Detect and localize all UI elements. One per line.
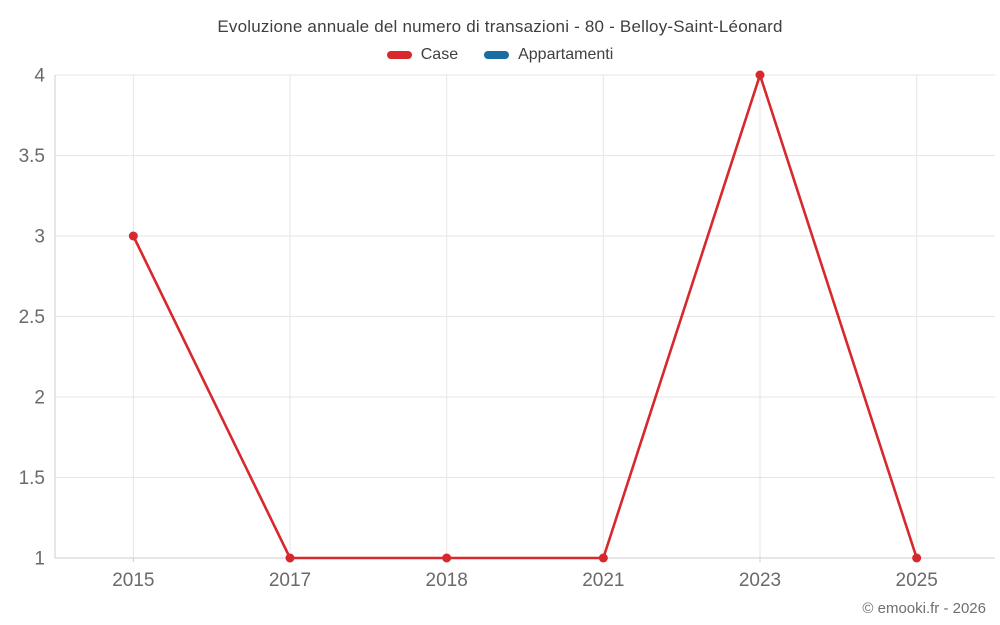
x-tick-label: 2018 [426,570,468,591]
legend-marker-appartamenti-icon [484,51,510,59]
x-tick-label: 2025 [896,570,938,591]
legend: Case Appartamenti [0,46,1000,64]
legend-item-appartamenti[interactable]: Appartamenti [484,46,613,64]
legend-marker-case-icon [386,51,412,59]
x-tick-label: 2017 [269,570,311,591]
y-tick-label: 1.5 [19,468,45,489]
copyright-watermark: © emooki.fr - 2026 [862,600,986,617]
series-line-case [132,73,918,560]
data-point-case-2023[interactable] [755,70,765,80]
y-tick-label: 3 [34,227,45,248]
y-tick-label: 3.5 [19,146,45,167]
legend-label-case: Case [420,46,459,63]
x-tick-label: 2021 [582,570,624,591]
x-tick-label: 2015 [112,570,154,591]
y-tick-label: 2 [34,388,45,409]
data-point-case-2015[interactable] [128,231,138,241]
data-point-case-2017[interactable] [285,553,295,563]
data-point-case-2021[interactable] [598,553,608,563]
data-point-case-2018[interactable] [442,553,452,563]
chart-title: Evoluzione annuale del numero di transaz… [217,17,783,36]
legend-label-appartamenti: Appartamenti [518,46,614,63]
x-tick-label: 2023 [739,570,781,591]
y-tick-label: 2.5 [19,307,45,328]
data-point-case-2025[interactable] [912,553,922,563]
y-tick-label: 4 [34,66,45,87]
y-tick-label: 1 [34,549,45,570]
legend-item-case[interactable]: Case [386,46,459,64]
